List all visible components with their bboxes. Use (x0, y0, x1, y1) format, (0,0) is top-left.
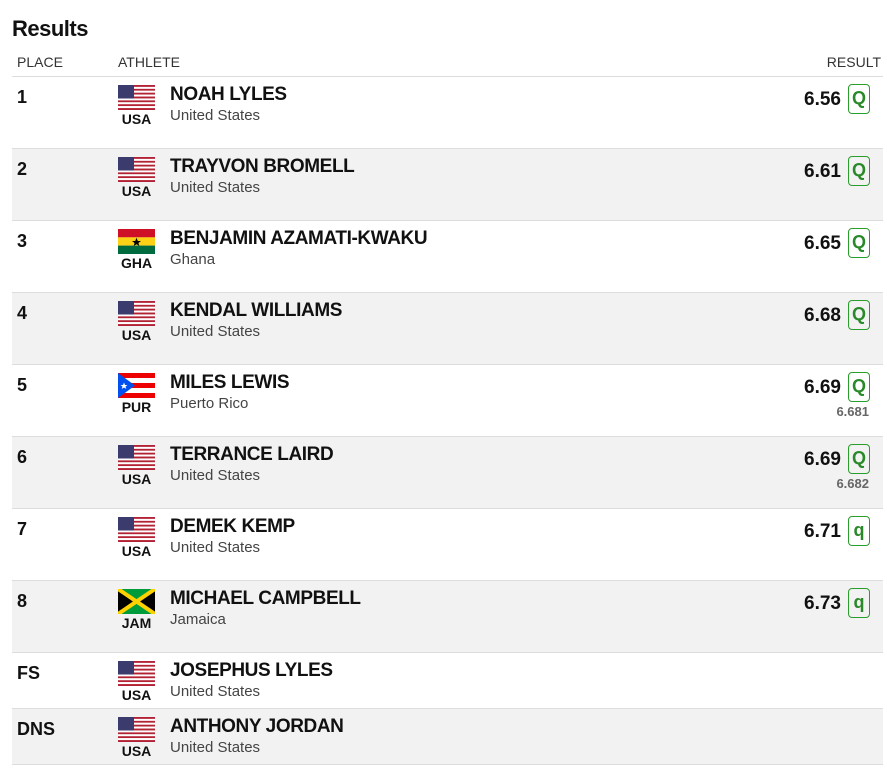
result-time: 6.56 (804, 89, 841, 110)
qualifier-badge: Q (848, 444, 870, 474)
place: DNS (17, 719, 56, 739)
result-time: 6.68 (804, 305, 841, 326)
athlete-name: JOSEPHUS LYLES (170, 660, 333, 681)
country-code: GHA (120, 255, 153, 271)
country-code: USA (121, 543, 152, 559)
place: 8 (17, 591, 28, 611)
country-name: United States (170, 323, 261, 340)
result-time: 6.73 (804, 593, 841, 614)
country-code: USA (121, 687, 152, 703)
place: FS (17, 663, 41, 683)
athlete-name: BENJAMIN AZAMATI-KWAKU (170, 228, 428, 249)
result-row: 6 USA TERRANCE LAIRD United States 6.69 Q 6.68… (12, 437, 883, 509)
country-code: USA (121, 327, 152, 343)
country-name: United States (170, 107, 261, 124)
flag (118, 373, 155, 398)
country-code: USA (121, 111, 152, 127)
athlete-name: DEMEK KEMP (170, 516, 295, 537)
result-row: 2 USA TRAYVON BROMELL United States 6.61 Q (12, 149, 883, 221)
country-code: JAM (121, 615, 152, 631)
flag-icon (116, 587, 157, 616)
divider (12, 76, 883, 77)
result-row: 3 GHA BENJAMIN AZAMATI-KWAKU Ghana 6.65 Q (12, 221, 883, 293)
place: 4 (17, 303, 28, 323)
column-header: PLACE (17, 54, 63, 70)
place: 6 (17, 447, 28, 467)
result-row: 4 USA KENDAL WILLIAMS United States 6.68 Q (12, 293, 883, 365)
country-code: USA (121, 743, 152, 759)
flag (118, 301, 155, 326)
result-time: 6.71 (804, 521, 841, 542)
qualifier-badge: Q (848, 372, 870, 402)
result-row: FS USA JOSEPHUS LYLES United States (12, 653, 883, 709)
flag-icon (118, 373, 155, 398)
flag-icon (118, 661, 155, 686)
qualifier-badge: Q (848, 228, 870, 258)
tiebreak-time: 6.681 (836, 404, 869, 419)
flag (116, 587, 157, 616)
country-name: United States (170, 467, 261, 484)
flag-icon (118, 517, 155, 542)
flag (118, 157, 155, 182)
flag (118, 229, 155, 254)
flag (118, 85, 155, 110)
qualifier-badge: q (848, 516, 870, 546)
column-header: ATHLETE (118, 54, 180, 70)
result-time: 6.65 (804, 233, 841, 254)
title: Results (12, 16, 88, 41)
flag-icon (118, 229, 155, 254)
flag-icon (118, 717, 155, 742)
athlete-name: NOAH LYLES (170, 84, 287, 105)
flag-icon (118, 85, 155, 110)
column-header: RESULT (826, 54, 881, 70)
qualifier-badge: q (848, 588, 870, 618)
result-time: 6.61 (804, 161, 841, 182)
place: 7 (17, 519, 28, 539)
flag-icon (118, 157, 155, 182)
country-name: United States (170, 683, 261, 700)
country-code: USA (121, 183, 152, 199)
place: 5 (17, 375, 28, 395)
country-name: Ghana (170, 251, 216, 268)
result-time: 6.69 (804, 449, 841, 470)
flag (118, 445, 155, 470)
flag-icon (118, 301, 155, 326)
country-name: United States (170, 179, 261, 196)
tiebreak-time: 6.682 (836, 476, 869, 491)
qualifier-badge: Q (848, 84, 870, 114)
result-row: DNS USA ANTHONY JORDAN United States (12, 709, 883, 765)
athlete-name: ANTHONY JORDAN (170, 716, 344, 737)
result-time: 6.69 (804, 377, 841, 398)
country-name: Jamaica (170, 611, 226, 628)
country-name: United States (170, 539, 261, 556)
athlete-name: TERRANCE LAIRD (170, 444, 334, 465)
athlete-name: KENDAL WILLIAMS (170, 300, 343, 321)
result-row: 1 USA NOAH LYLES United States 6.56 Q (12, 77, 883, 149)
flag (118, 661, 155, 686)
athlete-name: MILES LEWIS (170, 372, 290, 393)
place: 1 (17, 87, 28, 107)
athlete-name: MICHAEL CAMPBELL (170, 588, 361, 609)
qualifier-badge: Q (848, 300, 870, 330)
result-row: 5 PUR MILES LEWIS Puerto Rico 6.69 Q 6.681 (12, 365, 883, 437)
athlete-name: TRAYVON BROMELL (170, 156, 355, 177)
result-row: 8 JAM MICHAEL CAMPBELL Jamaica 6.73 q (12, 581, 883, 653)
country-name: United States (170, 739, 261, 756)
qualifier-badge: Q (848, 156, 870, 186)
flag (118, 517, 155, 542)
flag (118, 717, 155, 742)
place: 2 (17, 159, 28, 179)
result-row: 7 USA DEMEK KEMP United States 6.71 q (12, 509, 883, 581)
flag-icon (118, 445, 155, 470)
place: 3 (17, 231, 28, 251)
country-name: Puerto Rico (170, 395, 249, 412)
country-code: PUR (121, 399, 152, 415)
country-code: USA (121, 471, 152, 487)
